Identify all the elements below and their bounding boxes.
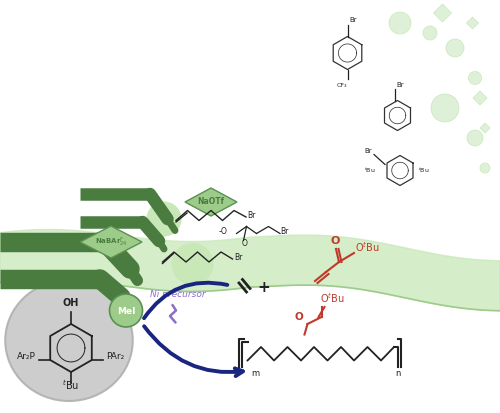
Polygon shape xyxy=(434,4,452,22)
Text: CF₃: CF₃ xyxy=(336,83,347,88)
Text: $^t$Bu: $^t$Bu xyxy=(418,166,429,175)
Circle shape xyxy=(423,26,437,40)
Polygon shape xyxy=(80,226,142,258)
Text: Br: Br xyxy=(349,17,356,22)
Circle shape xyxy=(468,71,481,85)
FancyArrowPatch shape xyxy=(144,326,243,376)
Circle shape xyxy=(480,163,490,173)
Text: Br: Br xyxy=(364,148,372,154)
Text: Br: Br xyxy=(234,253,242,262)
Text: NaBAr$^F_{24}$: NaBAr$^F_{24}$ xyxy=(94,235,128,249)
Circle shape xyxy=(172,243,213,285)
Text: PAr₂: PAr₂ xyxy=(106,352,124,361)
Text: O$^t$Bu: O$^t$Bu xyxy=(355,240,380,254)
Text: m: m xyxy=(251,368,259,377)
Text: $^t$Bu: $^t$Bu xyxy=(364,166,376,175)
Text: Br: Br xyxy=(280,228,289,237)
FancyArrowPatch shape xyxy=(144,282,228,318)
Polygon shape xyxy=(473,91,487,105)
Text: Br: Br xyxy=(248,211,256,220)
Text: $^t$Bu: $^t$Bu xyxy=(62,378,80,392)
Circle shape xyxy=(467,130,483,146)
Polygon shape xyxy=(185,188,237,216)
Text: n: n xyxy=(395,368,400,377)
Text: NaOTf: NaOTf xyxy=(198,197,224,206)
Text: Br: Br xyxy=(396,82,404,88)
Circle shape xyxy=(431,94,459,122)
Circle shape xyxy=(146,202,182,237)
Polygon shape xyxy=(480,123,490,133)
Text: MeI: MeI xyxy=(117,306,135,316)
Text: O: O xyxy=(294,311,303,321)
Text: Ar₂P: Ar₂P xyxy=(18,352,36,361)
Text: O: O xyxy=(242,238,248,247)
Text: -O: -O xyxy=(218,228,228,237)
Ellipse shape xyxy=(6,280,133,401)
Text: +: + xyxy=(258,280,270,295)
Polygon shape xyxy=(466,17,478,29)
Circle shape xyxy=(110,294,142,327)
Circle shape xyxy=(446,39,464,57)
Circle shape xyxy=(389,12,411,34)
Text: O$^t$Bu: O$^t$Bu xyxy=(320,291,345,305)
Text: OH: OH xyxy=(63,299,79,309)
Text: O: O xyxy=(330,237,340,247)
Text: Ni precursor: Ni precursor xyxy=(150,290,206,299)
